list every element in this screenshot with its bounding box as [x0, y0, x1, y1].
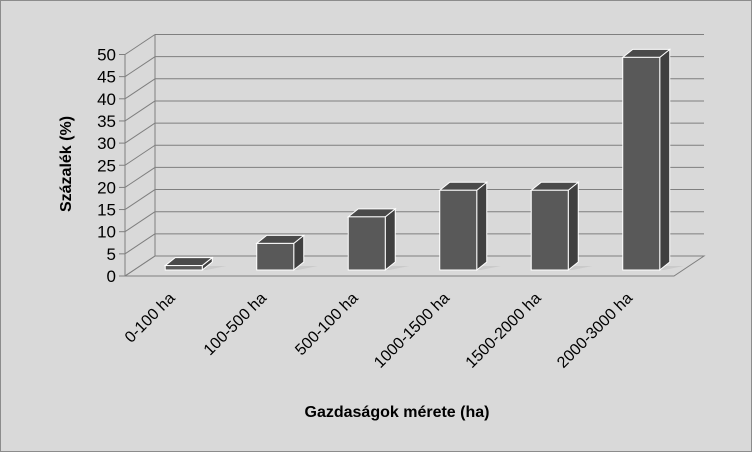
bar-side	[567, 181, 579, 272]
bar-side	[476, 181, 488, 272]
gridline-wall	[124, 166, 156, 188]
gridline-wall	[124, 255, 156, 277]
bar	[255, 234, 318, 272]
y-tick-label: 20	[97, 178, 116, 197]
bars	[163, 48, 684, 272]
x-tick-label: 1000-1500 ha	[371, 290, 453, 372]
bar	[163, 256, 227, 272]
bar-front	[439, 189, 478, 271]
x-tick-label: 0-100 ha	[122, 290, 179, 347]
bar	[346, 207, 410, 272]
y-tick-label: 10	[97, 223, 116, 242]
y-tick-label: 40	[97, 90, 116, 109]
y-tick-label: 0	[107, 267, 116, 286]
bar	[438, 181, 501, 272]
gridline-wall	[124, 56, 156, 78]
bar-front	[530, 189, 569, 271]
bar-front	[164, 265, 203, 271]
gridline-wall	[124, 233, 156, 255]
bar-front	[622, 56, 661, 271]
y-tick-label: 35	[97, 112, 116, 131]
bar	[621, 48, 684, 272]
bar-side	[384, 207, 396, 272]
y-axis-title: Százalék (%)	[58, 116, 75, 212]
y-tick-label: 25	[97, 156, 116, 175]
gridlines	[119, 34, 706, 277]
y-tick-label: 45	[97, 68, 116, 87]
bar-front	[347, 216, 386, 271]
gridline-wall	[124, 211, 156, 233]
gridline-wall	[124, 189, 156, 210]
gridline-wall	[124, 34, 156, 55]
gridline-wall	[124, 78, 156, 100]
x-tick-label: 2000-3000 ha	[554, 290, 636, 372]
y-tick-label: 5	[107, 245, 116, 264]
y-tick-label: 50	[97, 46, 116, 65]
gridline-wall	[124, 144, 156, 166]
bar-front	[256, 242, 295, 271]
x-axis-title: Gazdaságok mérete (ha)	[305, 404, 490, 421]
gridline-wall	[124, 100, 156, 122]
y-tick-label: 30	[97, 134, 116, 153]
y-tick-label: 15	[97, 201, 116, 220]
x-tick-label: 500-100 ha	[292, 290, 361, 359]
x-tick-label: 1500-2000 ha	[463, 290, 545, 372]
x-tick-label: 100-500 ha	[201, 290, 270, 359]
bar	[529, 181, 593, 272]
gridline-wall	[124, 122, 156, 144]
bar-side	[659, 48, 671, 272]
